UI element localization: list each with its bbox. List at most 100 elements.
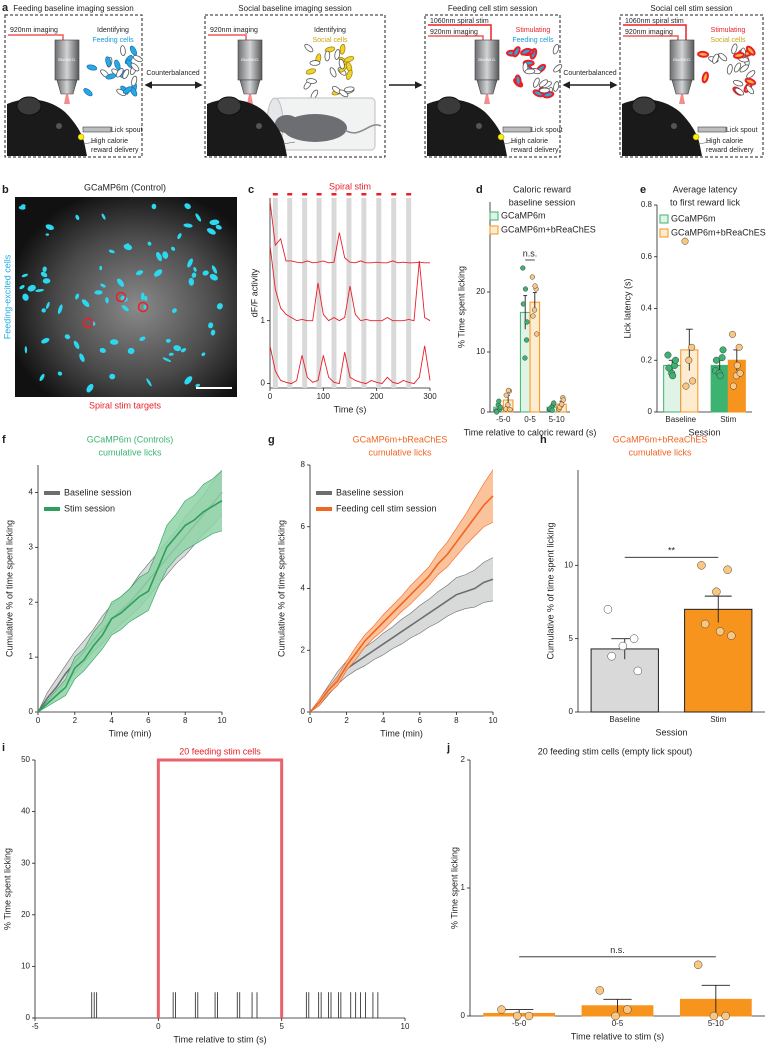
- band-edge: [37, 470, 223, 713]
- cell-blob: [211, 265, 218, 274]
- y-tick-label: 0: [648, 407, 653, 416]
- objective: [669, 39, 695, 105]
- cell: [305, 68, 317, 75]
- reward-label: High calorie: [91, 138, 128, 145]
- cell-blob: [99, 347, 106, 353]
- data-point: [712, 587, 721, 596]
- data-point: [530, 313, 536, 319]
- cell: [306, 78, 317, 84]
- cell: [745, 45, 756, 56]
- cell-blob: [183, 223, 193, 228]
- x-tick-label: 100: [317, 392, 331, 401]
- cell: [132, 55, 143, 63]
- stim-bar: [272, 198, 278, 388]
- data-point: [682, 382, 690, 390]
- x-tick-label: 0: [268, 392, 273, 401]
- x-tick-label: 300: [423, 392, 437, 401]
- panel-letter: d: [476, 184, 483, 196]
- y-tick-label: 2: [29, 597, 34, 606]
- cell-blob: [216, 303, 223, 310]
- chart-title: baseline session: [509, 197, 576, 207]
- cell: [324, 50, 331, 62]
- stim-tick: [391, 193, 397, 196]
- cell-blob: [143, 304, 148, 310]
- y-tick-label: 30: [21, 858, 30, 867]
- mouse-tail: [344, 124, 382, 134]
- box-title: Social cell stim session: [650, 4, 732, 13]
- session-box: [619, 14, 764, 158]
- cell: [538, 79, 549, 88]
- panel-letter: a: [2, 2, 9, 14]
- data-point: [595, 986, 605, 995]
- cell-blob: [57, 371, 63, 376]
- data-point: [697, 561, 706, 570]
- data-point: [520, 301, 526, 307]
- chart-title: cumulative licks: [98, 447, 162, 457]
- series-line: [37, 499, 223, 713]
- y-tick-label: 0: [301, 707, 306, 716]
- cell: [712, 53, 719, 64]
- data-point: [529, 274, 536, 280]
- x-axis-label: Time relative to caloric reward (s): [464, 427, 597, 437]
- cell: [343, 86, 355, 93]
- cell-blob: [45, 301, 50, 309]
- x-tick-label: Baseline: [665, 415, 696, 424]
- significance-label: n.s.: [610, 945, 625, 955]
- y-axis-label: % Time spent licking: [449, 847, 459, 929]
- cell: [745, 85, 755, 95]
- spout-label: Lick spout: [726, 127, 758, 134]
- cell-blob: [108, 249, 115, 254]
- action-label: Stimulating: [711, 27, 746, 34]
- cell: [520, 47, 532, 56]
- cell-blob: [209, 273, 218, 281]
- data-point: [524, 319, 530, 325]
- bottom-label: Spiral stim targets: [89, 400, 162, 410]
- y-tick-label: 4: [29, 488, 34, 497]
- y-tick-label: 20: [476, 287, 485, 296]
- cell-blob: [193, 267, 197, 272]
- cell: [83, 88, 93, 97]
- x-tick-label: 4: [109, 716, 114, 725]
- cell: [539, 87, 550, 94]
- x-tick-label: 2: [73, 716, 78, 725]
- cell-blob: [127, 347, 135, 355]
- cell: [733, 62, 742, 73]
- x-tick-label: 0: [308, 716, 313, 725]
- session-box: [204, 14, 386, 158]
- panel-letter: h: [540, 434, 547, 446]
- x-axis-label: Time (s): [334, 404, 367, 414]
- panel-letter: c: [248, 184, 254, 196]
- objective: [474, 39, 500, 105]
- cell: [122, 86, 133, 94]
- significance-label: n.s.: [523, 248, 538, 258]
- data-point: [497, 1005, 506, 1014]
- legend-swatch: [489, 225, 499, 235]
- panel-letter: g: [268, 434, 275, 446]
- cell: [304, 43, 314, 53]
- cell-blob: [21, 204, 26, 208]
- cell: [514, 74, 522, 87]
- y-axis-label: dF/F activity: [249, 268, 259, 317]
- cell-blob: [19, 284, 25, 290]
- stim-bar: [406, 198, 412, 388]
- cell-blob: [99, 265, 103, 271]
- stim-tick: [316, 193, 322, 196]
- x-tick-label: 8: [183, 716, 188, 725]
- stim-target: [82, 317, 94, 329]
- cell-blob: [171, 246, 176, 251]
- cell-blob: [191, 272, 197, 278]
- data-point: [629, 634, 639, 643]
- x-axis-label: Time relative to stim (s): [571, 1031, 664, 1041]
- y-tick-label: 10: [476, 347, 485, 356]
- cell-blob: [45, 233, 50, 236]
- cell: [120, 45, 126, 56]
- data-point: [735, 343, 743, 351]
- cell-blob: [100, 283, 106, 288]
- y-tick-label: 0: [461, 1011, 466, 1020]
- cell: [338, 89, 349, 98]
- y-tick-label: 5: [569, 634, 574, 643]
- cell: [346, 69, 353, 80]
- x-tick-label: 200: [370, 392, 384, 401]
- reward-label: High calorie: [706, 138, 743, 145]
- y-tick-label: 0.6: [641, 252, 653, 261]
